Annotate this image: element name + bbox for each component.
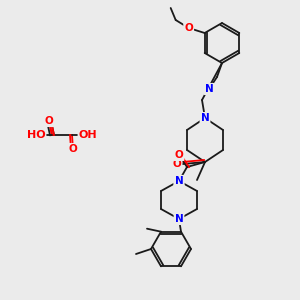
Text: OH: OH <box>79 130 97 140</box>
Text: N: N <box>205 84 213 94</box>
Text: N: N <box>201 113 209 123</box>
Text: N: N <box>175 176 183 186</box>
Text: N: N <box>175 176 183 186</box>
Text: O: O <box>69 144 77 154</box>
Text: O: O <box>184 23 193 33</box>
Text: O: O <box>45 116 53 126</box>
Text: O: O <box>175 150 183 160</box>
Text: O: O <box>172 159 182 169</box>
Text: N: N <box>175 214 183 224</box>
Text: HO: HO <box>27 130 45 140</box>
